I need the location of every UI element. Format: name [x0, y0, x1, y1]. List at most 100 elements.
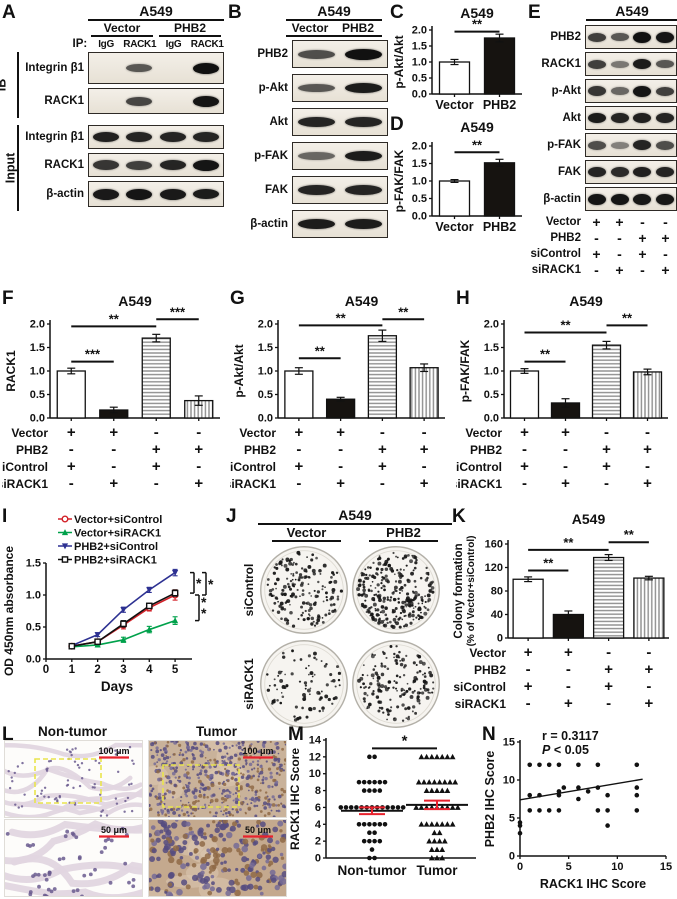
- colony-dot: [403, 583, 407, 587]
- cell-dot: [248, 785, 251, 789]
- colony-dot: [298, 576, 302, 579]
- cell-dot: [228, 746, 231, 749]
- condition-symbol: -: [604, 475, 609, 492]
- y-tick-label: 0.5: [258, 389, 273, 401]
- colony-dot: [307, 575, 311, 579]
- cell-dot: [157, 792, 162, 797]
- nucleus-dot: [11, 780, 14, 783]
- condition-row: siControl + - + -: [528, 246, 677, 262]
- cell-dot: [253, 752, 256, 755]
- protein-band: [610, 87, 629, 95]
- colony-dot: [305, 570, 308, 573]
- protein-band: [193, 159, 220, 171]
- colony-dot: [280, 692, 283, 694]
- cell-dot: [168, 856, 175, 864]
- blot-row: PHB2: [228, 40, 388, 68]
- cell-dot: [267, 767, 272, 771]
- condition-matrix: Vector + + - - PHB2- - + + siControl + - + - siRACK1- +…: [528, 214, 677, 278]
- alveolar-strand: [5, 742, 142, 759]
- cell-dot: [241, 741, 245, 745]
- condition-label: siControl: [530, 248, 581, 260]
- colony-dot: [274, 582, 277, 586]
- colony-dot: [401, 618, 404, 621]
- condition-symbol: +: [520, 458, 529, 475]
- colony-dot: [332, 603, 336, 606]
- sig-stars: **: [109, 311, 120, 326]
- colony-dot: [405, 654, 408, 657]
- lane-name-row: Vector PHB2: [286, 21, 382, 37]
- colony-dot: [428, 588, 433, 593]
- blot-lane: [156, 188, 190, 200]
- condition-symbol: -: [422, 424, 427, 441]
- condition-symbol: -: [646, 644, 651, 661]
- column-header-phb2: PHB2: [369, 525, 438, 542]
- y-tick-label: 2.0: [484, 319, 499, 331]
- y-axis-title: p-Akt/Akt: [392, 35, 406, 88]
- cell-dot: [172, 845, 180, 852]
- colony-dot: [396, 705, 400, 709]
- data-dot: [348, 805, 354, 810]
- nucleus-dot: [130, 782, 133, 786]
- blot-lane: [340, 117, 387, 127]
- colony-dot: [280, 564, 283, 567]
- colony-dot: [430, 586, 435, 590]
- condition-symbol: -: [196, 458, 201, 475]
- colony-dot: [377, 621, 381, 625]
- nucleus-dot: [93, 786, 96, 789]
- colony-dot: [266, 583, 269, 586]
- cell-dot: [221, 846, 229, 854]
- cell-dot: [269, 869, 276, 876]
- cell-dot: [271, 785, 274, 788]
- colony-dot: [372, 677, 375, 680]
- cell-dot: [176, 779, 179, 782]
- colony-dot: [377, 561, 382, 566]
- colony-dot: [372, 561, 375, 565]
- blot-row-label: p-FAK: [547, 139, 581, 151]
- bar-1: [483, 37, 516, 95]
- colony-dot: [294, 578, 297, 581]
- cell-dot: [168, 765, 171, 768]
- cell-dot: [282, 769, 286, 772]
- colony-dot: [398, 574, 401, 578]
- data-dot: [431, 829, 438, 836]
- colony-dot: [412, 618, 415, 621]
- cell-dot: [156, 769, 160, 774]
- condition-symbol: +: [592, 214, 601, 230]
- colony-dot: [406, 706, 411, 710]
- protein-band: [298, 117, 335, 127]
- cell-dot: [163, 802, 166, 806]
- colony-dot: [389, 599, 392, 602]
- cell-dot: [238, 851, 244, 856]
- blot-lane: [631, 193, 654, 205]
- nucleus-dot: [131, 759, 134, 762]
- colony-dot: [373, 593, 376, 597]
- protein-band: [610, 113, 629, 123]
- protein-band: [345, 185, 382, 195]
- protein-band: [588, 86, 607, 96]
- cell-dot: [222, 837, 227, 842]
- protein-band: [92, 160, 119, 170]
- cell-dot: [259, 770, 264, 775]
- cell-dot: [204, 756, 207, 759]
- nucleus-dot: [44, 877, 49, 882]
- cell-dot: [174, 776, 177, 779]
- cell-dot: [157, 796, 162, 800]
- condition-symbol: -: [566, 678, 571, 695]
- cell-dot: [284, 743, 286, 746]
- cell-dot: [199, 749, 202, 753]
- cell-dot: [212, 815, 216, 817]
- colony-dot: [323, 664, 327, 668]
- colony-dot: [375, 567, 379, 571]
- nucleus-dot: [55, 797, 58, 800]
- blot-rows: PHB2 RACK1 p-Akt Akt p-FAK FAK β-actin: [528, 25, 677, 211]
- nucleus-dot: [76, 763, 80, 767]
- y-tick-label: 0.5: [412, 193, 427, 205]
- cell-dot: [256, 820, 262, 825]
- colony-dot: [336, 595, 340, 598]
- cell-dot: [208, 870, 212, 874]
- cell-dot: [203, 876, 211, 883]
- colony-dot: [427, 666, 430, 669]
- colony-dot: [321, 617, 324, 619]
